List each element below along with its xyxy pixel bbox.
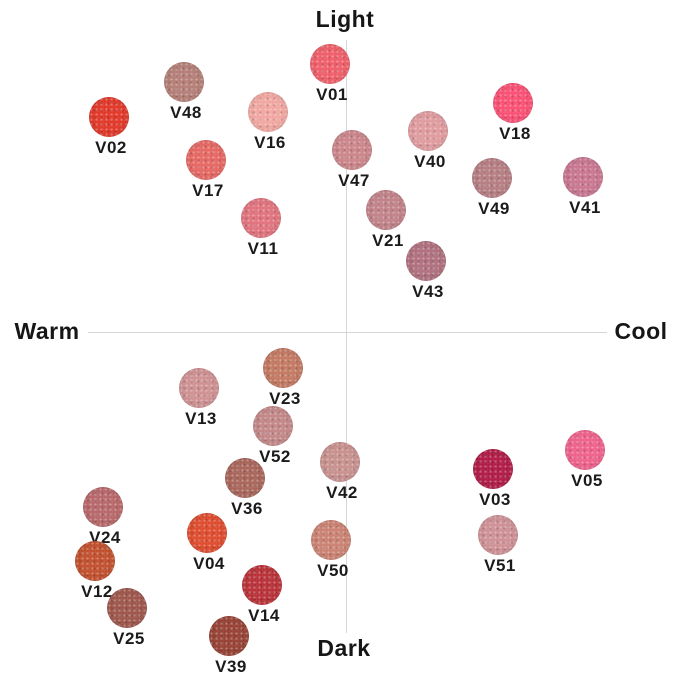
swatch-label-V51: V51 — [484, 556, 516, 575]
swatch-V43 — [406, 241, 446, 281]
swatch-V01 — [310, 44, 350, 84]
swatch-V23 — [263, 348, 303, 388]
swatch-V42 — [320, 442, 360, 482]
axis-label-warm: Warm — [14, 318, 80, 344]
swatch-V04 — [187, 513, 227, 553]
swatch-V21 — [366, 190, 406, 230]
warm-cool-axis-line — [88, 332, 607, 333]
swatch-V52 — [253, 406, 293, 446]
swatch-V39 — [209, 616, 249, 656]
swatch-V48 — [164, 62, 204, 102]
swatch-V18 — [493, 83, 533, 123]
swatch-V03 — [473, 449, 513, 489]
swatch-label-V01: V01 — [316, 85, 348, 104]
swatch-label-V13: V13 — [185, 409, 217, 428]
swatch-label-V50: V50 — [317, 561, 349, 580]
swatch-V17 — [186, 140, 226, 180]
swatch-label-V03: V03 — [479, 490, 511, 509]
swatch-label-V43: V43 — [412, 282, 444, 301]
swatch-label-V05: V05 — [571, 471, 603, 490]
swatch-label-V23: V23 — [269, 389, 301, 408]
swatch-V02 — [89, 97, 129, 137]
swatch-V25 — [107, 588, 147, 628]
swatch-label-V25: V25 — [113, 629, 145, 648]
axis-label-light: Light — [315, 6, 375, 32]
swatch-label-V21: V21 — [372, 231, 404, 250]
swatch-label-V48: V48 — [170, 103, 202, 122]
swatch-label-V41: V41 — [569, 198, 601, 217]
swatch-label-V02: V02 — [95, 138, 127, 157]
swatch-label-V42: V42 — [326, 483, 358, 502]
swatch-label-V12: V12 — [81, 582, 113, 601]
swatch-label-V16: V16 — [254, 133, 286, 152]
swatch-V47 — [332, 130, 372, 170]
swatch-V13 — [179, 368, 219, 408]
swatch-V14 — [242, 565, 282, 605]
swatch-V05 — [565, 430, 605, 470]
swatch-V49 — [472, 158, 512, 198]
swatch-label-V39: V39 — [215, 657, 247, 676]
swatch-label-V14: V14 — [248, 606, 280, 625]
swatch-label-V36: V36 — [231, 499, 263, 518]
swatch-label-V17: V17 — [192, 181, 224, 200]
swatch-label-V52: V52 — [259, 447, 291, 466]
axis-label-dark: Dark — [317, 635, 371, 661]
swatch-V51 — [478, 515, 518, 555]
swatch-V40 — [408, 111, 448, 151]
swatch-label-V18: V18 — [499, 124, 531, 143]
axis-label-cool: Cool — [614, 318, 668, 344]
swatch-V41 — [563, 157, 603, 197]
swatch-label-V04: V04 — [193, 554, 225, 573]
swatch-V12 — [75, 541, 115, 581]
light-dark-axis-line — [346, 40, 347, 633]
swatch-V16 — [248, 92, 288, 132]
swatch-V24 — [83, 487, 123, 527]
swatch-label-V11: V11 — [247, 239, 279, 258]
swatch-label-V40: V40 — [414, 152, 446, 171]
swatch-label-V49: V49 — [478, 199, 510, 218]
swatch-V36 — [225, 458, 265, 498]
swatch-label-V47: V47 — [338, 171, 370, 190]
swatch-V50 — [311, 520, 351, 560]
swatch-V11 — [241, 198, 281, 238]
